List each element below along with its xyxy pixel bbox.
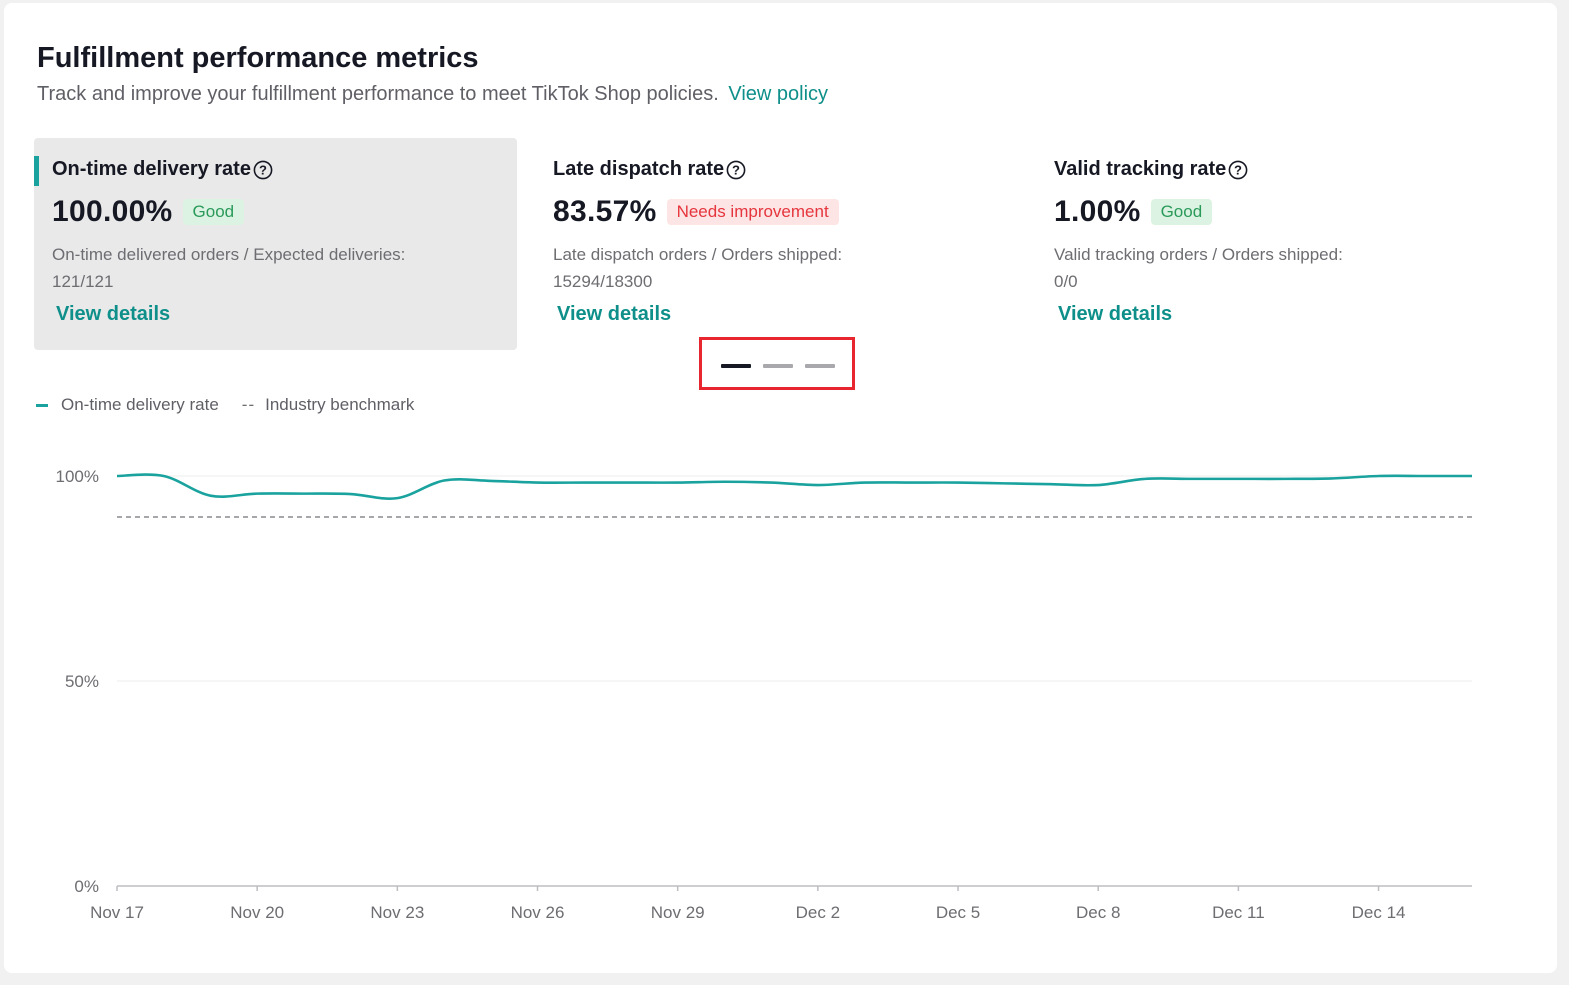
metric-counts: 15294/18300 xyxy=(553,272,653,291)
legend-dashed-line-icon: -- xyxy=(241,395,256,414)
metric-name: Late dispatch rate ? xyxy=(553,158,746,181)
pager-dot-3[interactable] xyxy=(805,364,835,368)
svg-text:?: ? xyxy=(1234,162,1242,177)
metric-value: 1.00% xyxy=(1054,195,1141,228)
metric-card-on-time-delivery[interactable]: On-time delivery rate ? 100.00% Good On-… xyxy=(34,138,517,350)
x-tick-label: Nov 20 xyxy=(230,903,284,922)
metric-formula: On-time delivered orders / Expected deli… xyxy=(52,245,406,264)
metric-value-row: 1.00% Good xyxy=(1054,195,1213,229)
legend-series-label: On-time delivery rate xyxy=(61,395,219,414)
metric-value-row: 100.00% Good xyxy=(52,195,245,229)
metric-value: 83.57% xyxy=(553,195,657,228)
x-tick-label: Nov 23 xyxy=(370,903,424,922)
view-details-link[interactable]: View details xyxy=(1058,303,1173,325)
y-tick-label: 0% xyxy=(74,877,99,896)
metric-card-valid-tracking[interactable]: Valid tracking rate ? 1.00% Good Valid t… xyxy=(1036,138,1519,350)
view-details-link[interactable]: View details xyxy=(56,303,171,325)
metric-card-late-dispatch[interactable]: Late dispatch rate ? 83.57% Needs improv… xyxy=(535,138,1018,350)
view-policy-link[interactable]: View policy xyxy=(728,83,829,105)
metric-counts: 121/121 xyxy=(52,272,114,291)
metric-name-label: On-time delivery rate xyxy=(52,158,251,180)
metric-formula: Late dispatch orders / Orders shipped: xyxy=(553,245,843,264)
on-time-delivery-line xyxy=(116,473,1472,500)
x-tick-label: Dec 2 xyxy=(796,903,840,922)
svg-text:?: ? xyxy=(732,162,740,177)
view-details-link[interactable]: View details xyxy=(557,303,672,325)
metric-name-label: Valid tracking rate xyxy=(1054,158,1227,180)
metric-name: On-time delivery rate ? xyxy=(52,158,273,181)
pager-dot-2[interactable] xyxy=(763,364,793,368)
svg-text:?: ? xyxy=(259,162,267,177)
x-tick-label: Nov 17 xyxy=(90,903,144,922)
chart-legend: On-time delivery rate -- Industry benchm… xyxy=(36,395,414,415)
metric-formula: Valid tracking orders / Orders shipped: xyxy=(1054,245,1343,264)
x-tick-label: Dec 14 xyxy=(1352,903,1406,922)
active-card-indicator xyxy=(34,156,39,186)
legend-benchmark-label: Industry benchmark xyxy=(265,395,415,414)
help-icon[interactable]: ? xyxy=(726,160,746,180)
y-tick-label: 100% xyxy=(56,467,99,486)
metric-name-label: Late dispatch rate xyxy=(553,158,725,180)
x-tick-label: Nov 26 xyxy=(511,903,565,922)
page-subtitle: Track and improve your fulfillment perfo… xyxy=(37,83,828,106)
metric-description: On-time delivered orders / Expected deli… xyxy=(52,241,405,295)
x-tick-label: Nov 29 xyxy=(651,903,705,922)
help-icon[interactable]: ? xyxy=(1228,160,1248,180)
legend-solid-line-icon xyxy=(36,403,48,407)
subtitle-text: Track and improve your fulfillment perfo… xyxy=(37,83,719,105)
status-badge: Good xyxy=(182,199,245,225)
metric-description: Valid tracking orders / Orders shipped: … xyxy=(1054,241,1343,295)
x-tick-label: Dec 5 xyxy=(936,903,980,922)
status-badge: Needs improvement xyxy=(666,199,839,225)
help-icon[interactable]: ? xyxy=(253,160,273,180)
metric-counts: 0/0 xyxy=(1054,272,1078,291)
carousel-pager xyxy=(699,337,855,390)
metric-value-row: 83.57% Needs improvement xyxy=(553,195,839,229)
x-tick-label: Dec 8 xyxy=(1076,903,1120,922)
status-badge: Good xyxy=(1150,199,1213,225)
y-tick-label: 50% xyxy=(65,672,99,691)
x-tick-label: Dec 11 xyxy=(1212,903,1265,922)
page-title: Fulfillment performance metrics xyxy=(37,42,479,74)
metric-name: Valid tracking rate ? xyxy=(1054,158,1248,181)
metric-value: 100.00% xyxy=(52,195,173,228)
metric-description: Late dispatch orders / Orders shipped: 1… xyxy=(553,241,842,295)
pager-dot-1[interactable] xyxy=(721,364,751,368)
